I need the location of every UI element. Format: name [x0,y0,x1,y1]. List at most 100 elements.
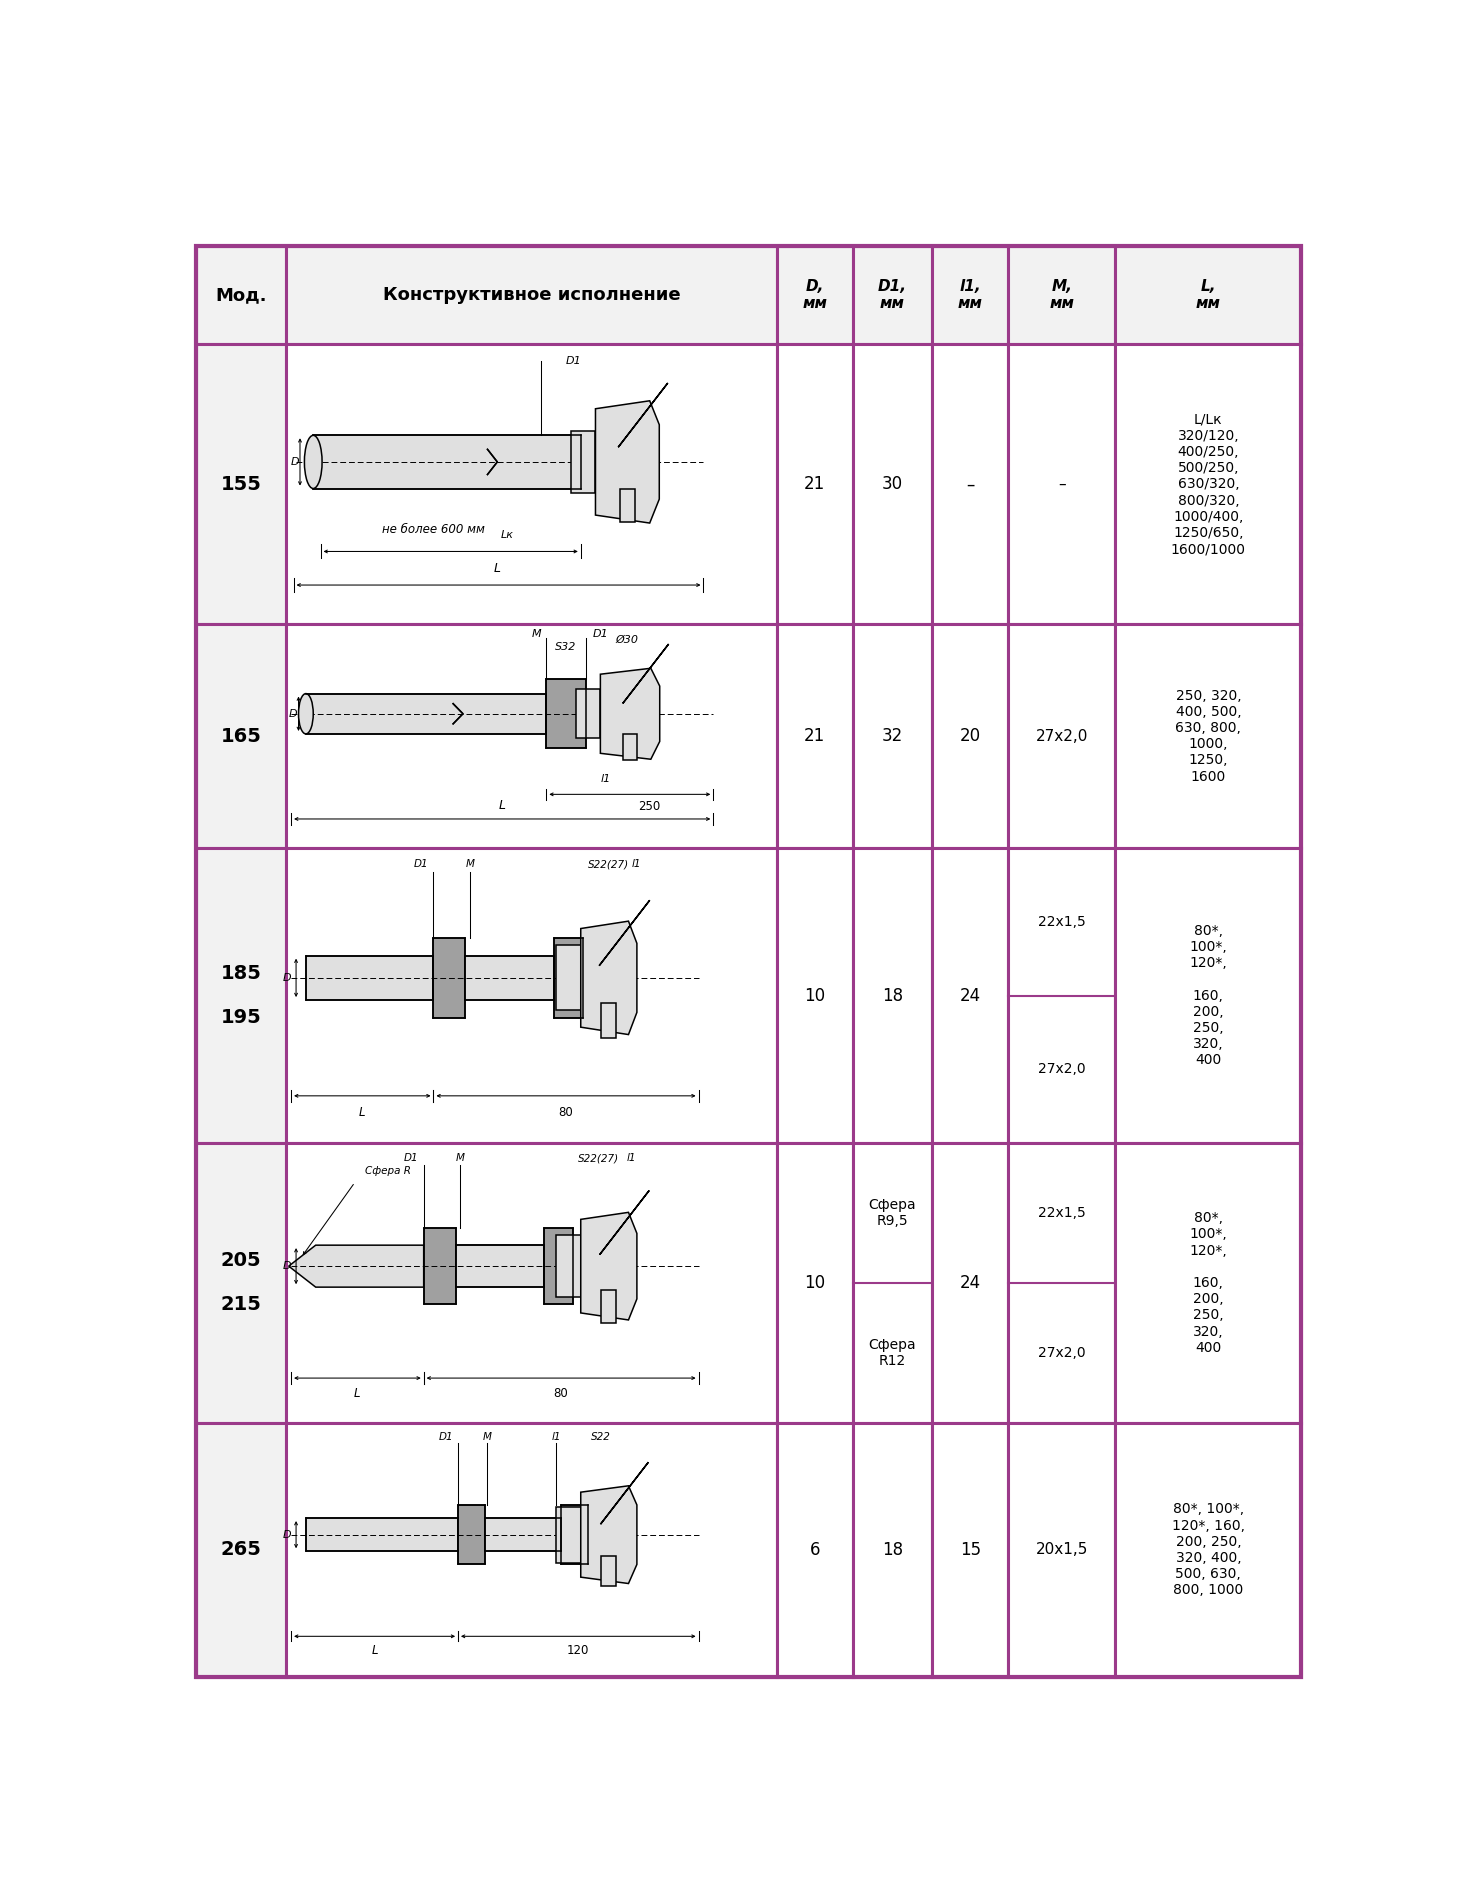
Bar [1115,246,1302,345]
Text: 15: 15 [960,1540,980,1559]
Text: 21: 21 [804,727,825,744]
Text: L: L [494,562,501,575]
Polygon shape [622,644,669,703]
Polygon shape [580,1213,637,1319]
Bar [853,246,932,345]
Bar [1008,1142,1115,1422]
Bar [777,246,853,345]
Bar [1008,1422,1115,1677]
Bar [305,956,434,1000]
Text: 6: 6 [809,1540,820,1559]
Polygon shape [618,383,668,447]
Bar [853,625,932,847]
Bar [853,1142,932,1422]
Text: 22х1,5: 22х1,5 [1037,1205,1086,1220]
Text: D1: D1 [593,630,609,640]
Text: D: D [282,1529,291,1540]
Bar [557,1506,580,1563]
Bar [286,1422,777,1677]
Text: D1: D1 [405,1154,419,1163]
Bar [853,1422,932,1677]
Polygon shape [600,668,660,760]
Bar [196,625,286,847]
Text: 80*, 100*,
120*, 160,
200, 250,
320, 400,
500, 630,
800, 1000: 80*, 100*, 120*, 160, 200, 250, 320, 400… [1172,1502,1245,1597]
Bar [286,625,777,847]
Ellipse shape [298,693,313,733]
Ellipse shape [304,436,321,489]
Text: L: L [354,1386,361,1399]
Text: S22(27): S22(27) [589,859,630,870]
Bar [196,246,286,345]
Text: L/Lк
320/120,
400/250,
500/250,
630/320,
800/320,
1000/400,
1250/650,
1600/1000: L/Lк 320/120, 400/250, 500/250, 630/320,… [1170,413,1246,556]
Bar [1115,847,1302,1142]
Text: D: D [282,1260,291,1272]
Bar [286,246,777,345]
Bar [932,847,1008,1142]
Polygon shape [289,1245,424,1287]
Bar [932,246,1008,345]
Bar [485,1517,561,1552]
Text: D1: D1 [438,1432,453,1441]
Bar [557,946,580,1011]
Bar [619,489,636,522]
Polygon shape [580,922,637,1034]
Text: 32: 32 [882,727,903,744]
Bar [932,625,1008,847]
Text: D: D [282,973,291,982]
Text: 80: 80 [558,1106,573,1118]
Text: 20: 20 [960,727,980,744]
Bar [777,847,853,1142]
Bar [932,1142,1008,1422]
Text: D1,
мм: D1, мм [878,280,907,312]
Text: 205

215: 205 215 [221,1251,262,1314]
Text: 21: 21 [804,476,825,493]
Bar [286,847,777,1142]
Bar [576,689,600,739]
Bar [286,1142,777,1422]
Text: 27х2,0: 27х2,0 [1036,729,1088,744]
Text: Ø30: Ø30 [615,634,638,645]
Text: 18: 18 [882,1540,903,1559]
Bar [286,345,777,625]
Bar [1008,625,1115,847]
Bar [543,1228,573,1304]
Text: Конструктивное исполнение: Конструктивное исполнение [383,286,681,305]
Text: M: M [456,1154,465,1163]
Text: l1: l1 [551,1432,561,1441]
Text: 250, 320,
400, 500,
630, 800,
1000,
1250,
1600: 250, 320, 400, 500, 630, 800, 1000, 1250… [1176,689,1242,784]
Bar [777,345,853,625]
Text: 27х2,0: 27х2,0 [1037,1346,1086,1359]
Text: L: L [359,1106,365,1118]
Bar [602,1003,617,1038]
Bar [456,1245,543,1287]
Bar [424,1228,456,1304]
Bar [932,345,1008,625]
Text: S22(27): S22(27) [579,1154,619,1163]
Bar [459,1506,485,1563]
Bar [777,1142,853,1422]
Bar [853,847,932,1142]
Text: 265: 265 [221,1540,262,1559]
Bar [434,939,466,1017]
Text: Сфера
R9,5: Сфера R9,5 [869,1198,916,1228]
Bar [1008,246,1115,345]
Bar [196,847,286,1142]
Text: l1: l1 [631,859,641,870]
Text: M: M [532,630,542,640]
Bar [777,1422,853,1677]
Text: L: L [498,800,506,811]
Bar [196,345,286,625]
Bar [853,345,932,625]
Bar [466,956,554,1000]
Bar [932,1422,1008,1677]
Text: D1: D1 [565,356,581,366]
Text: S22: S22 [590,1432,611,1441]
Text: M: M [484,1432,492,1441]
Text: 185

195: 185 195 [221,963,262,1026]
Bar [1008,345,1115,625]
Text: 27х2,0: 27х2,0 [1037,1062,1086,1076]
Text: Сфера
R12: Сфера R12 [869,1339,916,1367]
Text: 80*,
100*,
120*,

160,
200,
250,
320,
400: 80*, 100*, 120*, 160, 200, 250, 320, 400 [1189,1211,1227,1356]
Polygon shape [599,901,650,965]
Text: l1: l1 [600,773,611,784]
